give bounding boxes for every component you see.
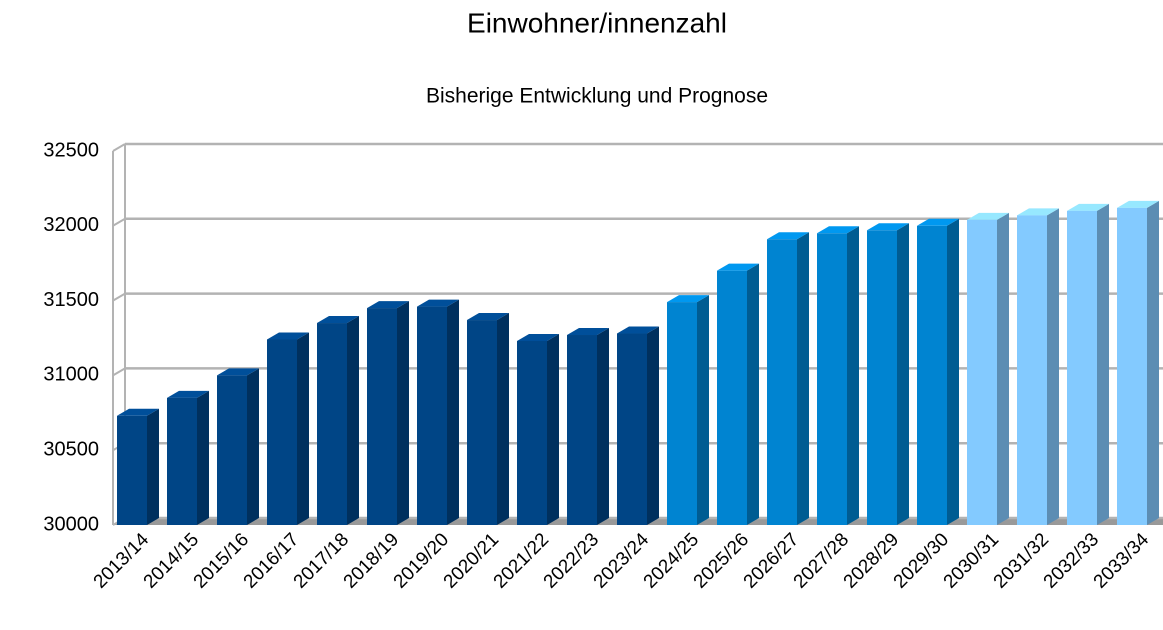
x-tick-label: 2027/28 [790, 529, 853, 592]
bar [1117, 207, 1147, 525]
bar-top [1067, 203, 1109, 211]
bar-top [217, 368, 259, 376]
y-tick-label: 30000 [43, 513, 99, 535]
x-tick-label: 2014/15 [140, 529, 203, 592]
bar-side [1097, 203, 1109, 525]
bar-side [797, 232, 809, 525]
bar-top [667, 295, 709, 303]
x-tick-label: 2015/16 [190, 529, 253, 592]
bar-top [1117, 200, 1159, 208]
y-tick-label: 32000 [43, 214, 99, 236]
y-tick-label: 30500 [43, 438, 99, 460]
x-tick-label: 2018/19 [340, 529, 403, 592]
bar [917, 225, 947, 526]
bar-side [447, 299, 459, 525]
bar-top [817, 226, 859, 234]
chart-title: Einwohner/innenzahl [467, 7, 727, 38]
x-tick-label: 2031/32 [990, 529, 1053, 592]
chart-subtitle: Bisherige Entwicklung und Prognose [426, 85, 768, 108]
bar-side [697, 295, 709, 525]
x-tick-label: 2019/20 [390, 529, 453, 592]
bar-top [317, 316, 359, 324]
bar-top [717, 263, 759, 271]
bar-side [647, 326, 659, 525]
bar-side [597, 328, 609, 525]
x-tick-label: 2028/29 [840, 529, 903, 592]
y-tick-label: 31000 [43, 364, 99, 386]
bar [617, 333, 647, 525]
bar-top [967, 212, 1009, 220]
x-tick-label: 2025/26 [690, 529, 753, 592]
x-tick-label: 2024/25 [640, 529, 703, 592]
bar-top [517, 333, 559, 341]
bar-side [897, 223, 909, 525]
x-tick-label: 2030/31 [940, 529, 1003, 592]
bar [217, 375, 247, 525]
bar [767, 239, 797, 525]
bar-top [367, 301, 409, 309]
bar [667, 302, 697, 525]
bar [717, 270, 747, 525]
bar-top [767, 232, 809, 240]
bar-top [1017, 208, 1059, 216]
x-tick-label: 2032/33 [1040, 529, 1103, 592]
bar [567, 335, 597, 525]
bar-top [267, 332, 309, 340]
bar [967, 219, 997, 526]
bar-side [147, 408, 159, 525]
bar-side [247, 368, 259, 525]
x-tick-label: 2017/18 [290, 529, 353, 592]
bar [267, 339, 297, 525]
bar [117, 415, 147, 525]
bar-side [747, 263, 759, 525]
bar-top [467, 313, 509, 321]
grid-line-side [112, 143, 126, 152]
bar [1067, 210, 1097, 525]
bar-side [947, 218, 959, 526]
x-tick-label: 2020/21 [440, 529, 503, 592]
bar [367, 308, 397, 525]
bar-top [617, 326, 659, 334]
bar-side [1047, 208, 1059, 525]
bar-side [297, 332, 309, 525]
bar [417, 306, 447, 525]
bar-side [497, 313, 509, 525]
x-tick-label: 2021/22 [490, 529, 553, 592]
bar-top [867, 223, 909, 231]
x-tick-label: 2033/34 [1090, 529, 1154, 593]
bar-top [567, 328, 609, 336]
bar-side [547, 333, 559, 525]
bar [167, 397, 197, 525]
bar-side [347, 316, 359, 525]
bar [467, 320, 497, 525]
x-tick-label: 2016/17 [240, 529, 303, 592]
x-tick-label: 2029/30 [890, 529, 953, 592]
bar [517, 340, 547, 525]
y-tick-label: 32500 [43, 139, 99, 161]
bar [817, 233, 847, 525]
grid-line-side [112, 292, 126, 302]
y-tick-label: 31500 [43, 289, 99, 311]
grid-line-side [112, 217, 126, 227]
grid-line-side [112, 367, 126, 377]
x-tick-label: 2022/23 [540, 529, 603, 592]
bar [867, 230, 897, 525]
bar-side [1147, 200, 1159, 525]
bar-side [197, 390, 209, 525]
x-tick-label: 2026/27 [740, 529, 803, 592]
bar-side [847, 226, 859, 525]
bar [317, 323, 347, 525]
bar [1017, 215, 1047, 525]
bar-side [997, 212, 1009, 526]
bar-top [917, 218, 959, 226]
bar-side [397, 301, 409, 525]
bar-top [417, 299, 459, 307]
bar-top [167, 390, 209, 398]
bar-top [117, 408, 159, 416]
